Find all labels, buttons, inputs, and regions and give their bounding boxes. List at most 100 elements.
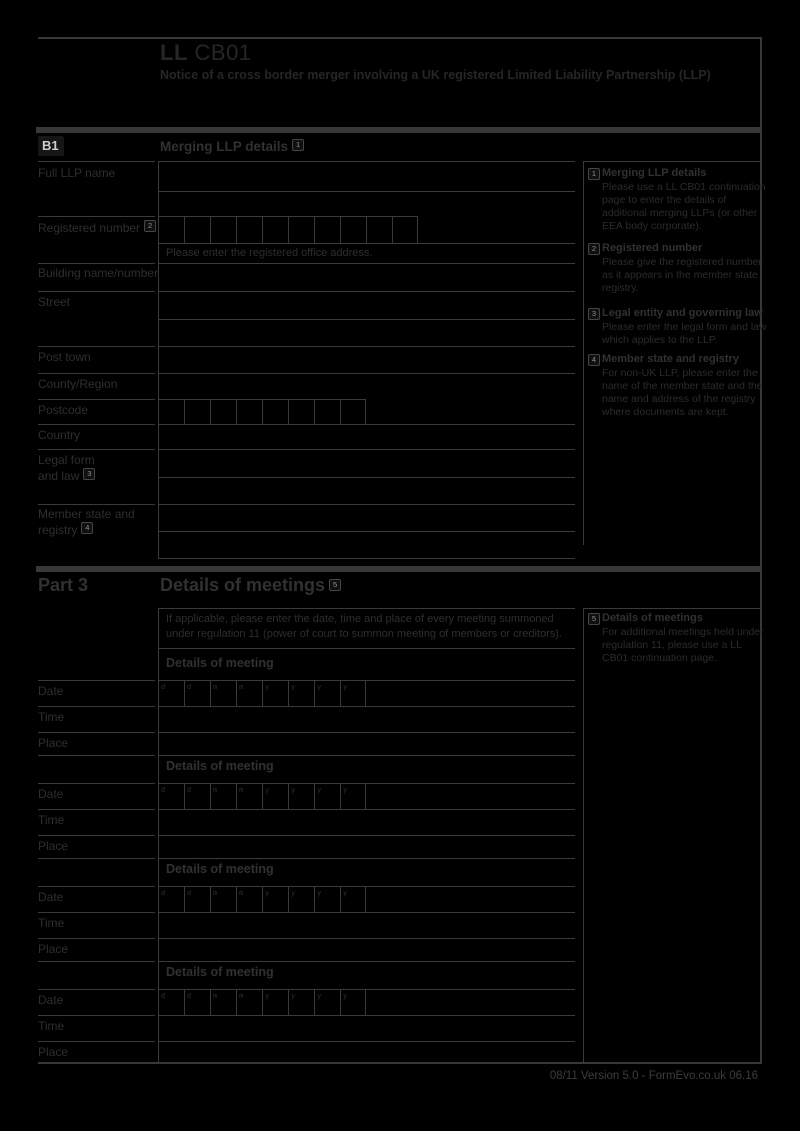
county-region-input[interactable]	[158, 373, 575, 399]
time-input[interactable]	[158, 809, 575, 835]
divider-line	[38, 732, 155, 733]
post-town-input[interactable]	[158, 346, 575, 373]
date-box[interactable]: y	[288, 886, 314, 912]
side-note: 2 Registered number Please give the regi…	[588, 242, 770, 295]
postcode-box[interactable]	[262, 399, 288, 424]
legal-form-input[interactable]	[158, 449, 575, 504]
date-box[interactable]: y	[262, 886, 288, 912]
date-box[interactable]: d	[184, 886, 210, 912]
registered-number-box[interactable]	[340, 216, 366, 243]
postcode-box[interactable]	[340, 399, 366, 424]
postcode-box[interactable]	[236, 399, 262, 424]
registered-number-box[interactable]	[158, 216, 184, 243]
date-box[interactable]: m	[210, 886, 236, 912]
date-box[interactable]: y	[340, 783, 366, 809]
full-llp-name-input[interactable]	[158, 161, 575, 216]
date-box[interactable]: y	[314, 989, 340, 1015]
divider-line	[38, 216, 155, 217]
page-frame-right	[760, 37, 762, 1064]
label-date: Date	[38, 787, 64, 801]
divider-line	[38, 912, 155, 913]
place-input[interactable]	[158, 1041, 575, 1064]
label-date: Date	[38, 684, 64, 698]
date-hint-letter: y	[317, 889, 322, 897]
date-hint-letter: y	[291, 992, 296, 1000]
side-note-body: For additional meetings held under regul…	[602, 626, 764, 664]
date-box[interactable]: m	[210, 783, 236, 809]
address-hint: Please enter the registered office addre…	[166, 247, 373, 259]
date-box[interactable]: d	[158, 989, 184, 1015]
label-county-region: County/Region	[38, 377, 118, 391]
meeting-block-title: Details of meeting	[166, 862, 274, 876]
registered-number-box[interactable]	[288, 216, 314, 243]
date-box[interactable]: m	[236, 989, 262, 1015]
place-input[interactable]	[158, 732, 575, 755]
date-hint-letter: m	[239, 992, 244, 1000]
marker-5-icon: 5	[329, 579, 342, 591]
date-box[interactable]: y	[288, 783, 314, 809]
date-box[interactable]: m	[210, 680, 236, 706]
place-input[interactable]	[158, 938, 575, 961]
date-box[interactable]: d	[184, 989, 210, 1015]
date-box[interactable]: d	[184, 783, 210, 809]
registered-number-box[interactable]	[366, 216, 392, 243]
divider-line	[158, 648, 575, 649]
date-box[interactable]: m	[210, 989, 236, 1015]
date-box[interactable]: y	[262, 989, 288, 1015]
date-hint-letter: d	[161, 992, 166, 1000]
date-box[interactable]: y	[314, 680, 340, 706]
date-hint-letter: d	[161, 889, 166, 897]
date-box[interactable]: m	[236, 886, 262, 912]
side-note-body: Please give the registered number as it …	[602, 256, 762, 294]
time-input[interactable]	[158, 706, 575, 732]
form-code: LL CB01	[160, 40, 252, 66]
date-box[interactable]: y	[262, 680, 288, 706]
date-box[interactable]: d	[184, 680, 210, 706]
date-box[interactable]: y	[288, 989, 314, 1015]
registered-number-box[interactable]	[184, 216, 210, 243]
date-box[interactable]: y	[314, 886, 340, 912]
postcode-box[interactable]	[314, 399, 340, 424]
postcode-box[interactable]	[288, 399, 314, 424]
time-input[interactable]	[158, 1015, 575, 1041]
member-state-input[interactable]	[158, 504, 575, 558]
registered-number-box[interactable]	[210, 216, 236, 243]
country-input[interactable]	[158, 424, 575, 449]
date-box[interactable]: y	[262, 783, 288, 809]
date-hint-letter: y	[317, 786, 322, 794]
postcode-box[interactable]	[184, 399, 210, 424]
date-hint-letter: y	[343, 889, 348, 897]
date-hint-letter: y	[265, 683, 270, 691]
postcode-box[interactable]	[210, 399, 236, 424]
place-input[interactable]	[158, 835, 575, 858]
postcode-box[interactable]	[158, 399, 184, 424]
marker-2-icon: 2	[144, 220, 157, 232]
time-input[interactable]	[158, 912, 575, 938]
registered-number-box[interactable]	[236, 216, 262, 243]
date-box[interactable]: d	[158, 680, 184, 706]
date-hint-letter: y	[317, 992, 322, 1000]
street-input[interactable]	[158, 291, 575, 346]
date-box[interactable]: y	[288, 680, 314, 706]
registered-number-box[interactable]	[262, 216, 288, 243]
date-box[interactable]: d	[158, 783, 184, 809]
date-box[interactable]: d	[158, 886, 184, 912]
registered-number-box[interactable]	[314, 216, 340, 243]
meeting-block: Details of meeting Date d d m m y y y y Time Pl…	[0, 755, 800, 858]
side-note-marker: 3	[588, 308, 600, 320]
date-hint-letter: y	[317, 683, 322, 691]
date-box[interactable]: y	[340, 680, 366, 706]
date-box[interactable]: m	[236, 680, 262, 706]
date-hint-letter: d	[161, 786, 166, 794]
registered-number-box[interactable]	[392, 216, 418, 243]
divider-line	[158, 886, 575, 887]
divider-line	[158, 835, 575, 836]
date-box[interactable]: m	[236, 783, 262, 809]
date-box[interactable]: y	[340, 886, 366, 912]
date-box[interactable]: y	[314, 783, 340, 809]
divider-line	[38, 680, 155, 681]
building-input[interactable]	[158, 263, 575, 291]
date-box[interactable]: y	[340, 989, 366, 1015]
